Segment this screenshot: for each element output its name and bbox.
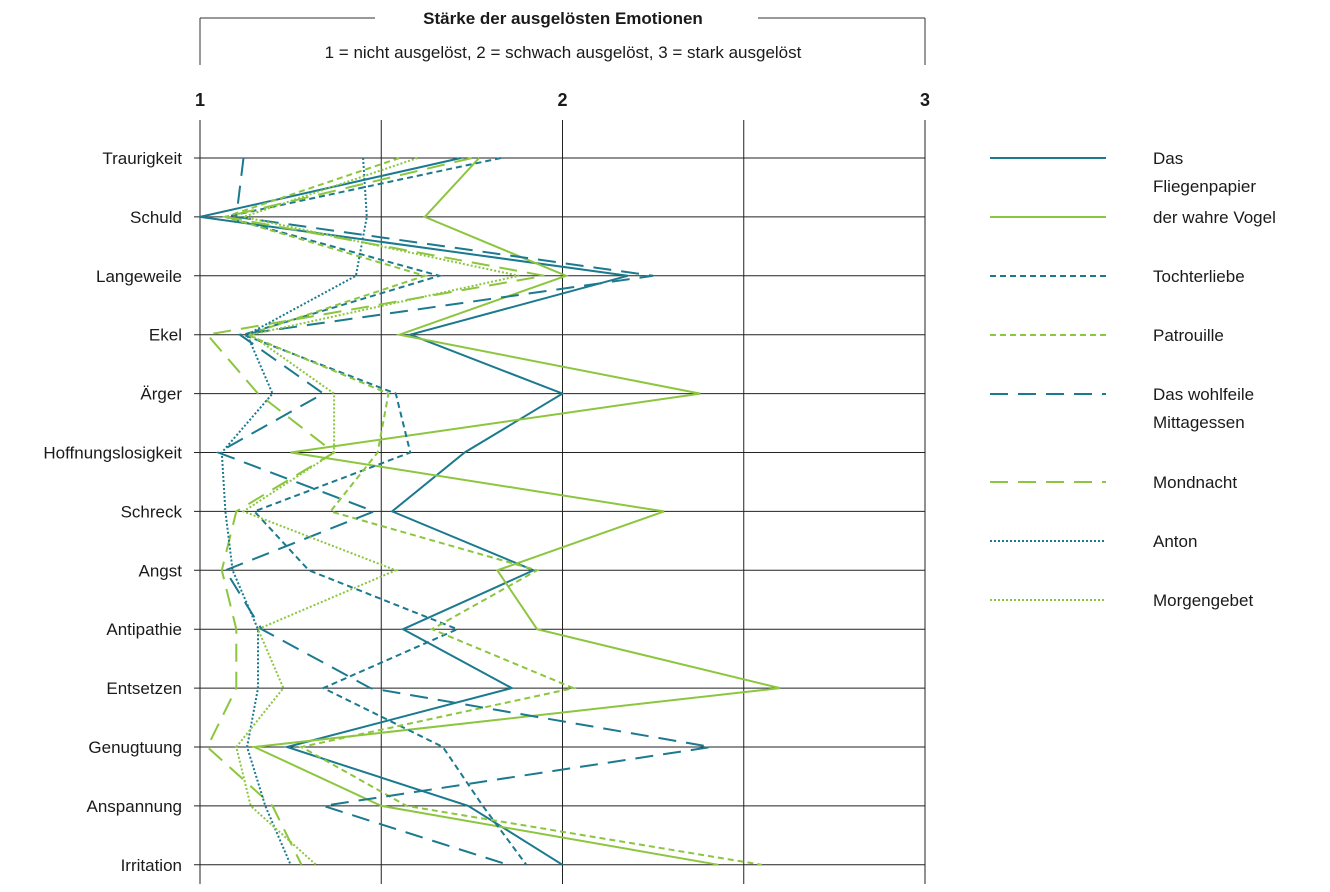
legend-label: Patrouille (1153, 326, 1224, 345)
series-line (225, 157, 528, 866)
series-lines (199, 157, 781, 866)
series-line (205, 157, 545, 866)
category-label: Anspannung (87, 797, 182, 816)
category-label: Traurigkeit (102, 149, 182, 168)
legend-label: Das Fliegenpapier (1153, 149, 1256, 196)
legend-label: Mondnacht (1153, 473, 1237, 492)
chart-title: Stärke der ausgelösten Emotionen (423, 9, 703, 28)
series-line (215, 157, 712, 866)
category-label: Irritation (121, 856, 182, 875)
category-label: Ekel (149, 326, 182, 345)
category-label: Schreck (121, 502, 183, 521)
legend: Das Fliegenpapier der wahre Vogel Tochterli… (990, 149, 1276, 610)
category-label: Hoffnungslosigkeit (43, 444, 182, 463)
legend-label: Tochterliebe (1153, 267, 1245, 286)
legend-label: der wahre Vogel (1153, 208, 1276, 227)
series-line (222, 157, 763, 866)
x-tick-labels: 1 2 3 (195, 90, 930, 110)
series-line (199, 157, 629, 866)
category-label: Langeweile (96, 267, 182, 286)
x-tick-label: 1 (195, 90, 205, 110)
title-bracket (199, 17, 926, 65)
chart-subtitle: 1 = nicht ausgelöst, 2 = schwach ausgelö… (325, 43, 802, 62)
category-label: Ärger (140, 385, 182, 404)
legend-label: Das wohlfeile Mittagessen (1153, 385, 1254, 432)
legend-label: Morgengebet (1153, 591, 1253, 610)
category-label: Antipathie (106, 620, 182, 639)
category-labels: Traurigkeit Schuld Langeweile Ekel Ärger Hoff… (43, 149, 182, 875)
category-label: Genugtuung (88, 738, 182, 757)
category-label: Schuld (130, 208, 182, 227)
category-label: Entsetzen (106, 679, 182, 698)
series-line (220, 157, 368, 866)
x-tick-label: 3 (920, 90, 930, 110)
legend-label: Anton (1153, 532, 1197, 551)
category-label: Angst (139, 561, 183, 580)
series-line (250, 157, 781, 866)
series-line (235, 157, 520, 866)
x-tick-label: 2 (557, 90, 567, 110)
